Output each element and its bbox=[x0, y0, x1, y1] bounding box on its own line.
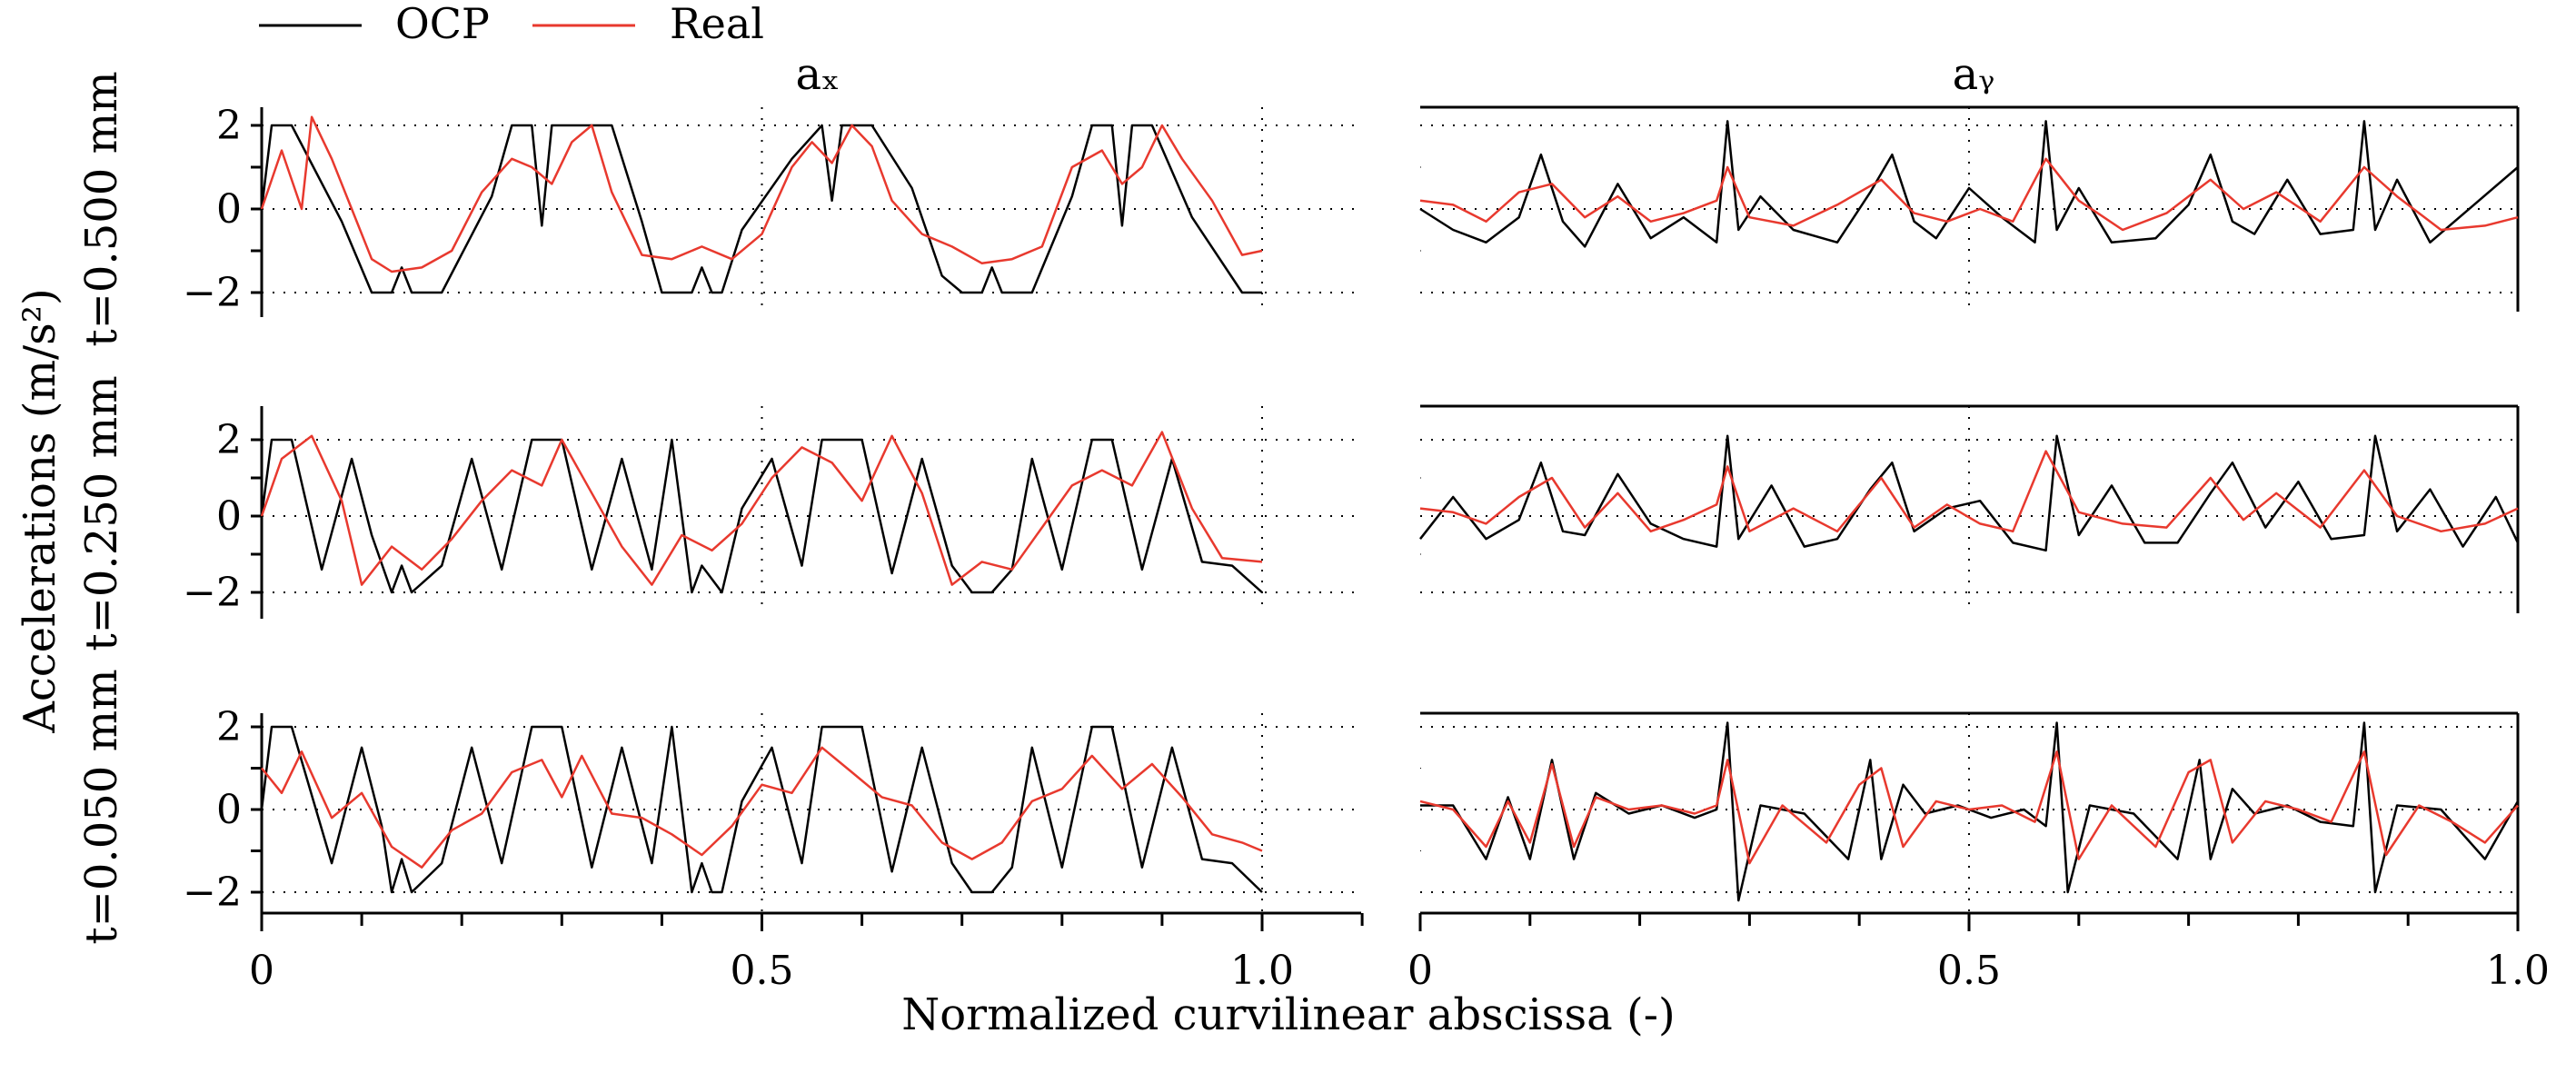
series-real-line bbox=[261, 746, 1263, 869]
series-ocp-line bbox=[1420, 721, 2520, 902]
x-tick-label: 1.0 bbox=[1230, 948, 1294, 994]
series-ocp-line bbox=[1419, 434, 2520, 552]
y-tick-label: 2 bbox=[216, 417, 242, 463]
series-ocp-line bbox=[260, 438, 1263, 594]
series-real-line bbox=[1419, 750, 2519, 865]
y-tick-label: 2 bbox=[216, 704, 242, 750]
column-title-ay: aᵧ bbox=[1953, 49, 1995, 100]
row-label-0500: t=0.500 mm bbox=[76, 71, 127, 346]
series-ocp-line bbox=[260, 124, 1262, 294]
row-label-0250: t=0.250 mm bbox=[76, 375, 127, 651]
series-ocp-line bbox=[1419, 120, 2519, 248]
legend: OCP Real bbox=[259, 0, 764, 48]
y-tick-label: 0 bbox=[216, 787, 242, 833]
legend-real-label: Real bbox=[670, 0, 764, 48]
x-tick-label: 0 bbox=[249, 948, 274, 994]
y-tick-label: 0 bbox=[216, 186, 242, 233]
series-real-line bbox=[1419, 157, 2519, 232]
y-tick-label: −2 bbox=[183, 869, 242, 916]
x-tick-label: 0.5 bbox=[1937, 948, 2001, 994]
x-tick-label: 0.5 bbox=[731, 948, 794, 994]
x-tick-label: 0 bbox=[1407, 948, 1433, 994]
legend-ocp-label: OCP bbox=[395, 0, 490, 48]
y-tick-label: 2 bbox=[216, 103, 242, 149]
series-ocp-line bbox=[260, 725, 1263, 894]
y-axis-label: Accelerations (m/s²) bbox=[15, 288, 65, 734]
y-tick-label: 0 bbox=[216, 493, 242, 540]
series-real-line bbox=[260, 115, 1263, 273]
x-axis-label: Normalized curvilinear abscissa (-) bbox=[901, 989, 1675, 1040]
series-real-line bbox=[1419, 450, 2519, 533]
row-label-0050: t=0.050 mm bbox=[76, 669, 127, 944]
x-tick-label: 1.0 bbox=[2486, 948, 2550, 994]
panels: 20−220−220−20 0.5 1.0 0 0.5 1.0 bbox=[183, 103, 2550, 994]
y-tick-label: −2 bbox=[183, 570, 242, 616]
y-tick-label: −2 bbox=[183, 270, 242, 316]
column-title-ax: aₓ bbox=[796, 49, 840, 100]
series-real-line bbox=[260, 431, 1263, 586]
